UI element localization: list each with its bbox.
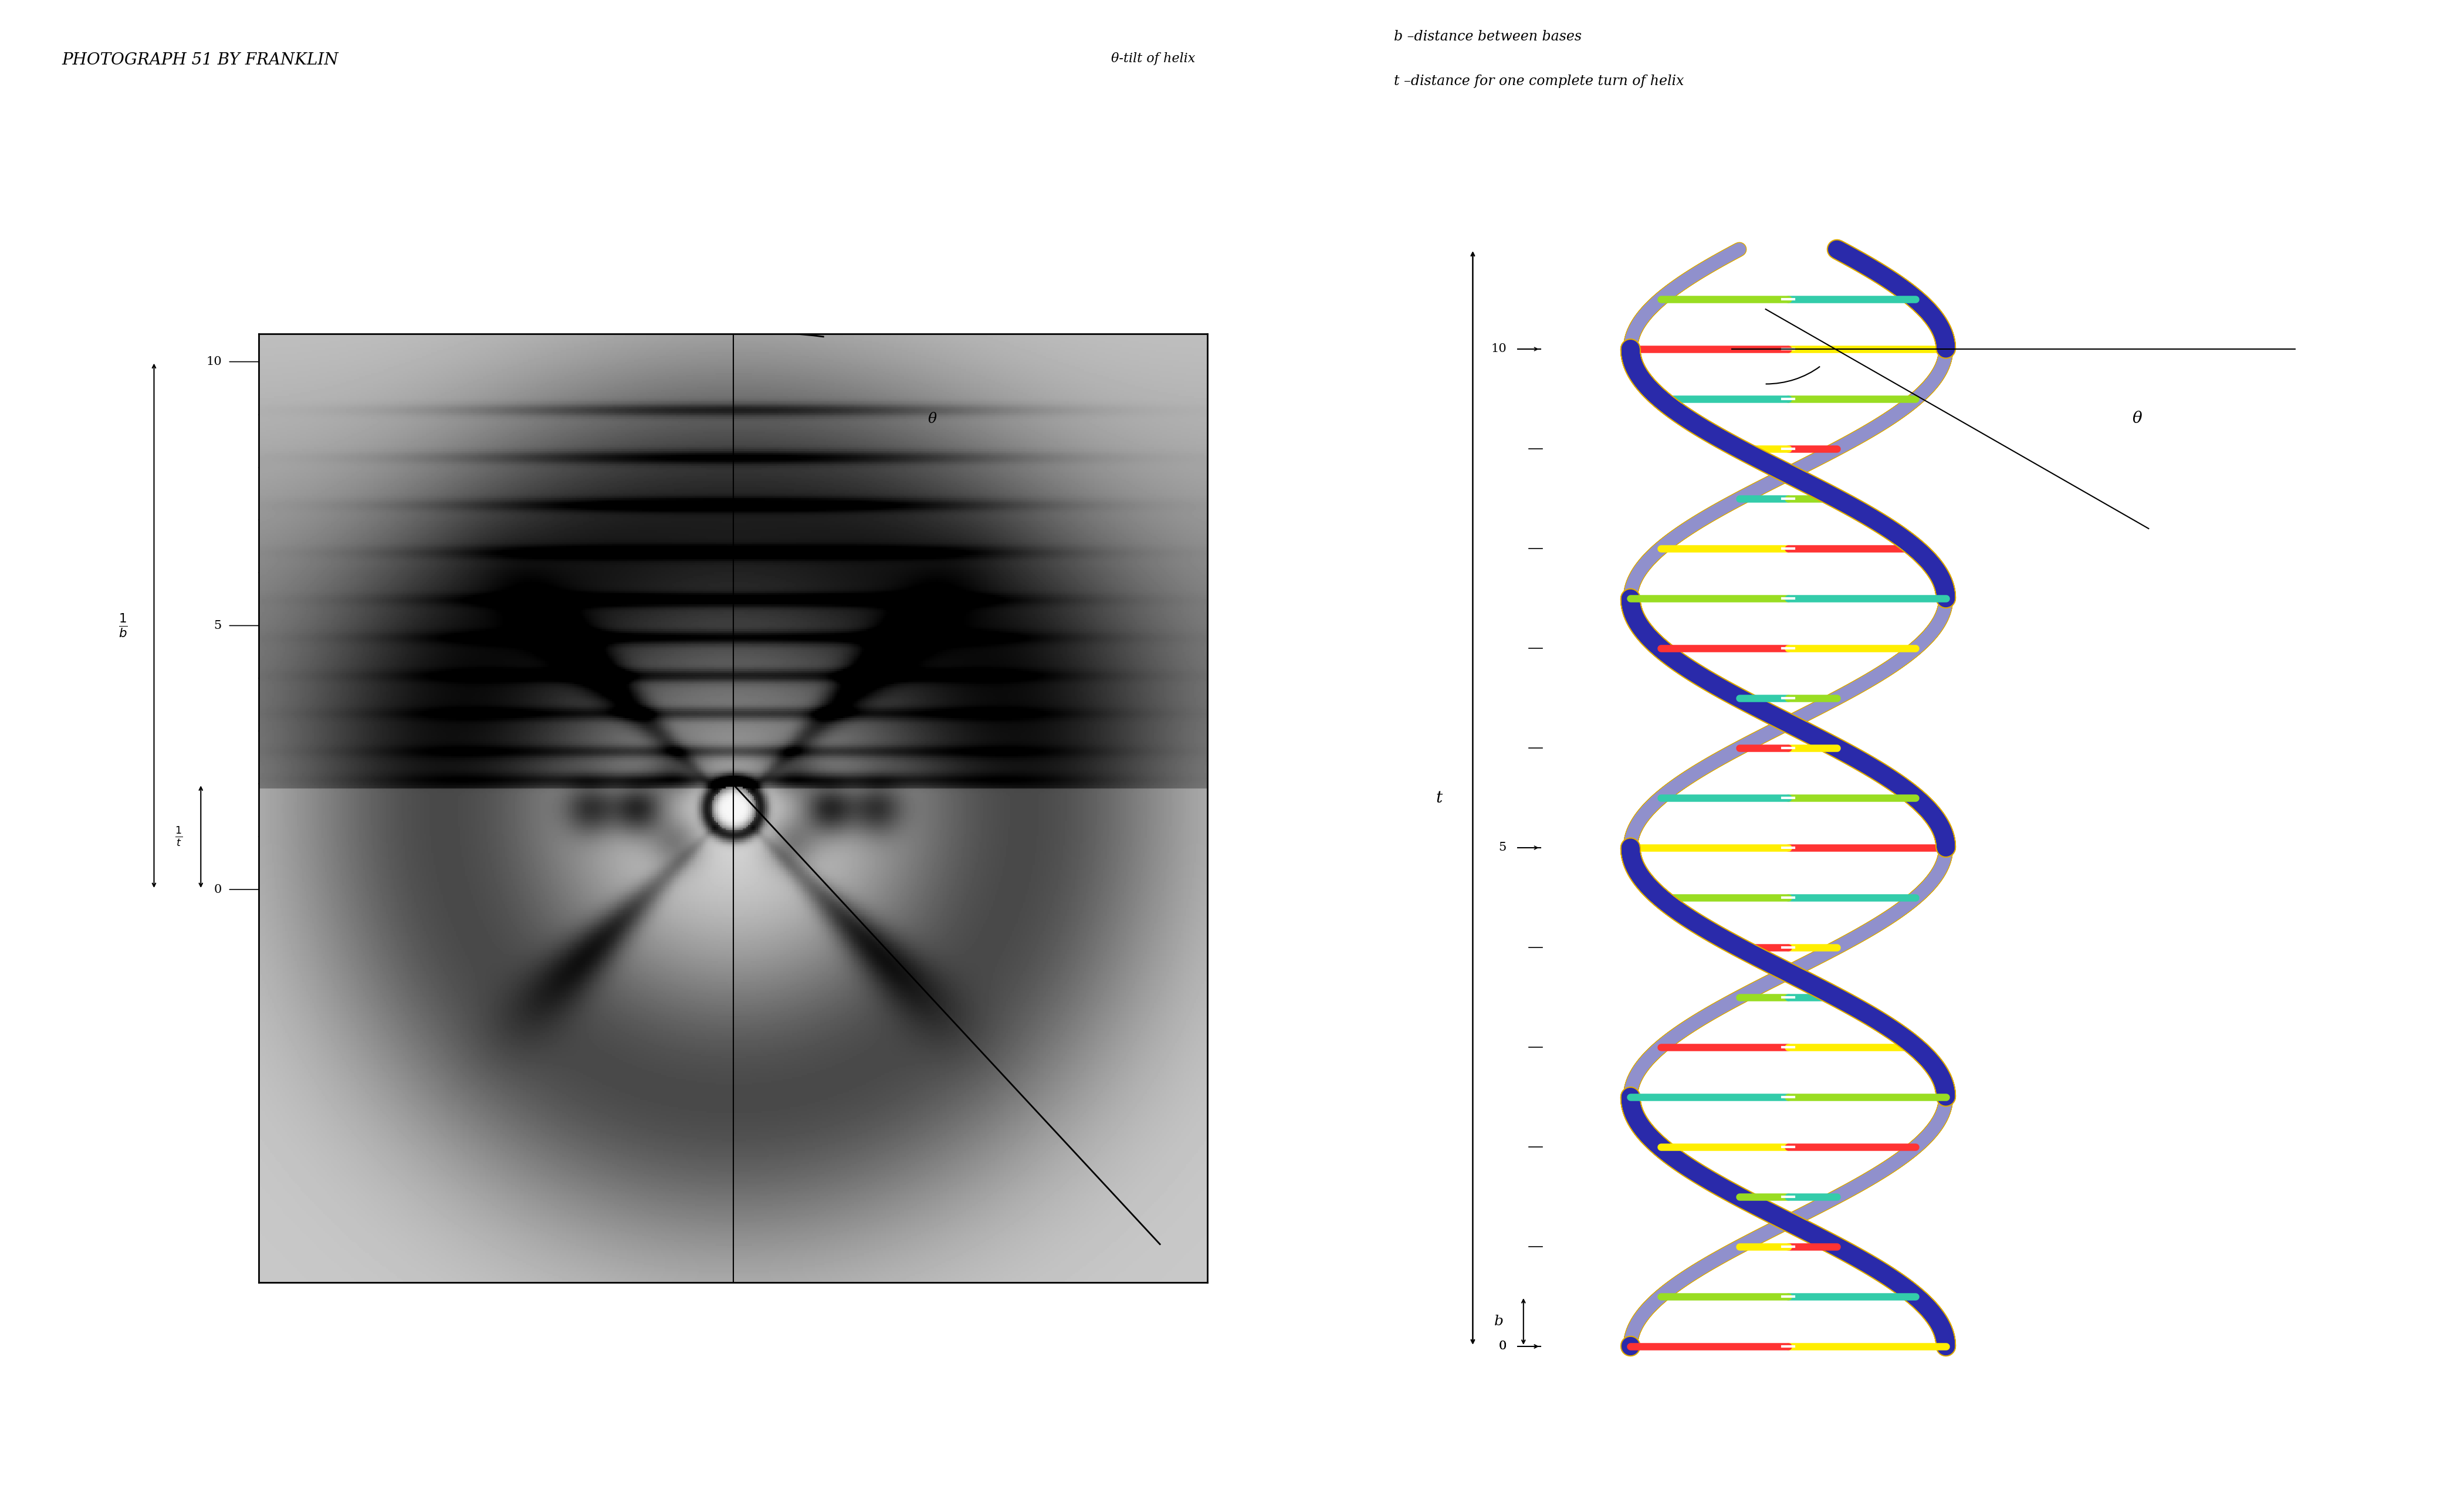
Text: b: b (1493, 1315, 1503, 1328)
Text: 5: 5 (214, 619, 222, 631)
Text: 10: 10 (207, 356, 222, 368)
Text: $\frac{1}{t}$: $\frac{1}{t}$ (175, 826, 182, 848)
Text: t –distance for one complete turn of helix: t –distance for one complete turn of hel… (1395, 75, 1683, 88)
Text: 0: 0 (1498, 1340, 1506, 1352)
Text: layer lines: layer lines (308, 341, 377, 355)
Text: 10: 10 (1491, 344, 1506, 355)
Text: PHOTOGRAPH 51 BY FRANKLIN: PHOTOGRAPH 51 BY FRANKLIN (62, 52, 338, 69)
Text: θ-tilt of helix: θ-tilt of helix (1111, 52, 1195, 66)
Text: 5: 5 (1498, 842, 1506, 853)
Text: t: t (1437, 790, 1441, 806)
Text: $\frac{1}{b}$: $\frac{1}{b}$ (118, 612, 128, 639)
Text: θ: θ (2131, 411, 2141, 426)
Text: b –distance between bases: b –distance between bases (1395, 30, 1582, 43)
Text: 0: 0 (1498, 1340, 1506, 1352)
Text: 0: 0 (214, 884, 222, 895)
Text: θ: θ (929, 413, 936, 426)
